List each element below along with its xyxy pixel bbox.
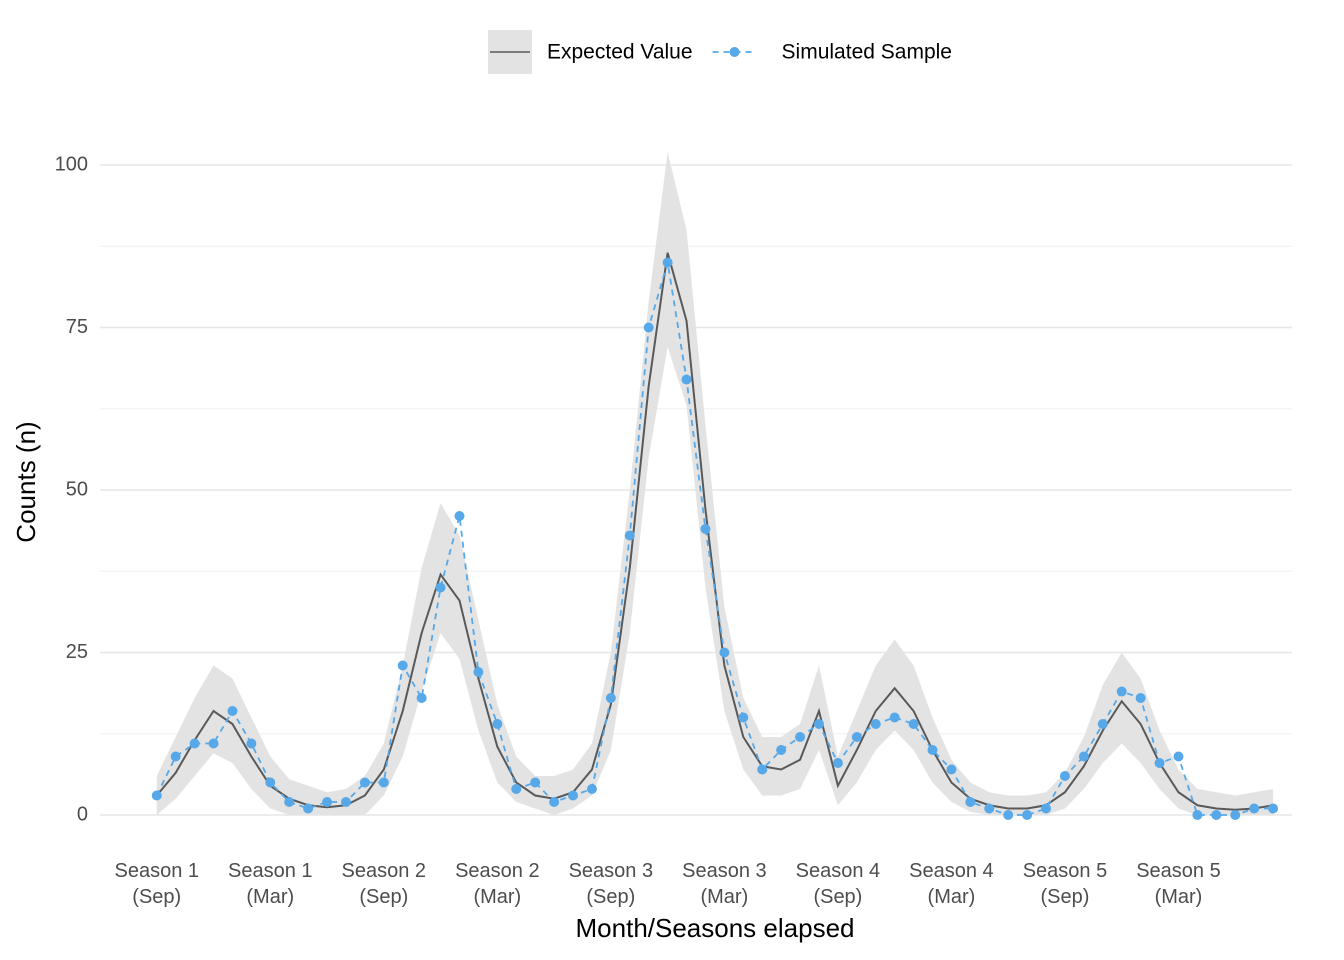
data-point: [851, 732, 862, 742]
data-point: [776, 745, 787, 755]
y-tick-label: 0: [77, 803, 88, 825]
data-point: [1211, 810, 1222, 820]
data-point: [227, 706, 238, 716]
data-point: [984, 803, 995, 814]
data-point: [1192, 810, 1203, 820]
data-point: [813, 719, 824, 729]
data-point: [1041, 803, 1052, 814]
data-point: [170, 751, 181, 762]
data-point: [189, 738, 200, 749]
data-point: [1268, 803, 1279, 814]
data-point: [662, 257, 673, 268]
data-point: [492, 719, 503, 729]
legend-label: Expected Value: [547, 41, 693, 64]
data-point: [795, 732, 806, 742]
data-point: [1059, 771, 1070, 781]
legend-item: Simulated Sample: [712, 41, 952, 64]
data-point: [1097, 719, 1108, 729]
data-point: [946, 764, 957, 775]
data-point: [530, 777, 541, 788]
data-point: [965, 797, 976, 807]
data-point: [246, 738, 257, 749]
data-point: [265, 777, 276, 788]
data-point: [208, 738, 219, 749]
data-point: [1173, 751, 1184, 762]
data-point: [1003, 810, 1014, 820]
data-point: [1135, 693, 1146, 703]
x-tick-label: Season 4 (Mar): [909, 860, 994, 908]
y-tick-label: 25: [66, 641, 88, 663]
data-point: [832, 758, 843, 768]
data-point: [549, 797, 560, 807]
data-point: [1249, 803, 1260, 814]
data-point: [757, 764, 768, 775]
x-tick-label: Season 1 (Sep): [115, 860, 200, 908]
data-point: [738, 712, 749, 723]
data-point: [719, 647, 730, 658]
data-point: [927, 745, 938, 755]
data-point: [397, 660, 408, 671]
legend-item: Expected Value: [488, 30, 693, 74]
data-point: [322, 797, 333, 807]
data-point: [1230, 810, 1241, 820]
data-point: [586, 784, 597, 794]
x-tick-label: Season 3 (Sep): [569, 860, 654, 908]
data-point: [378, 777, 389, 788]
legend-label: Simulated Sample: [782, 41, 952, 64]
data-point: [908, 719, 919, 729]
data-point: [624, 530, 635, 541]
data-point: [700, 524, 711, 534]
data-point: [870, 719, 881, 729]
legend-key-point: [729, 47, 740, 57]
data-point: [1116, 686, 1127, 697]
x-axis-title: Month/Seasons elapsed: [576, 913, 855, 943]
data-point: [681, 374, 692, 385]
y-tick-label: 75: [66, 316, 88, 338]
data-point: [1022, 810, 1033, 820]
x-tick-label: Season 4 (Sep): [796, 860, 881, 908]
y-tick-label: 50: [66, 478, 88, 500]
data-point: [340, 797, 351, 807]
x-tick-label: Season 2 (Sep): [342, 860, 427, 908]
x-tick-label: Season 3 (Mar): [682, 860, 767, 908]
x-tick-label: Season 5 (Mar): [1136, 860, 1221, 908]
data-point: [454, 511, 465, 521]
data-point: [1078, 751, 1089, 762]
y-tick-label: 100: [55, 153, 88, 175]
data-point: [416, 693, 427, 703]
data-point: [568, 790, 579, 801]
data-point: [511, 784, 522, 794]
data-point: [303, 803, 314, 814]
data-point: [284, 797, 295, 807]
data-point: [359, 777, 370, 788]
data-point: [889, 712, 900, 723]
data-point: [643, 322, 654, 333]
data-point: [435, 582, 446, 593]
y-axis-title: Counts (n): [11, 421, 41, 542]
data-point: [473, 667, 484, 677]
data-point: [151, 790, 162, 801]
data-point: [605, 693, 616, 703]
confidence-band: [156, 152, 1274, 815]
x-tick-label: Season 1 (Mar): [228, 860, 313, 908]
x-tick-label: Season 5 (Sep): [1023, 860, 1108, 908]
x-tick-label: Season 2 (Mar): [455, 860, 540, 908]
data-point: [1154, 758, 1165, 768]
